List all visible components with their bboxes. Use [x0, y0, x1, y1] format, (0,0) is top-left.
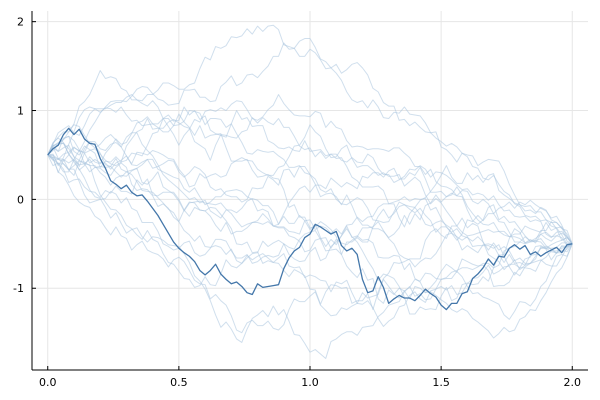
tick-labels: 0.0 0.5 1.0 1.5 2.0 -1 0 1 2	[13, 16, 581, 389]
faint-path-15	[47, 24, 573, 245]
x-tick-label: 0.5	[170, 376, 188, 389]
y-tick-label: 1	[17, 105, 24, 118]
faint-path-12	[47, 142, 573, 359]
faint-path-7	[47, 154, 573, 264]
x-tick-label: 0.0	[39, 376, 57, 389]
faint-path-11	[47, 70, 573, 267]
highlighted-path-group	[47, 127, 573, 311]
x-tick-label: 2.0	[564, 376, 582, 389]
highlighted-path	[47, 127, 573, 311]
faint-path-9	[47, 117, 573, 245]
y-tick-label: 0	[17, 193, 24, 206]
x-tick-label: 1.0	[301, 376, 319, 389]
faint-paths	[47, 24, 573, 359]
faint-path-10	[47, 94, 573, 254]
faint-path-19	[47, 124, 573, 245]
y-tick-label: 2	[17, 16, 24, 29]
faint-path-1	[47, 154, 573, 311]
x-tick-label: 1.5	[432, 376, 450, 389]
faint-path-8	[47, 154, 573, 268]
faint-path-14	[47, 137, 573, 304]
faint-path-2	[47, 124, 573, 315]
y-tick-label: -1	[13, 282, 24, 295]
faint-path-4	[47, 113, 573, 304]
faint-path-18	[47, 141, 573, 245]
tick-marks	[32, 21, 573, 370]
faint-path-13	[47, 154, 573, 334]
faint-path-16	[47, 38, 573, 245]
faint-path-17	[47, 154, 573, 339]
